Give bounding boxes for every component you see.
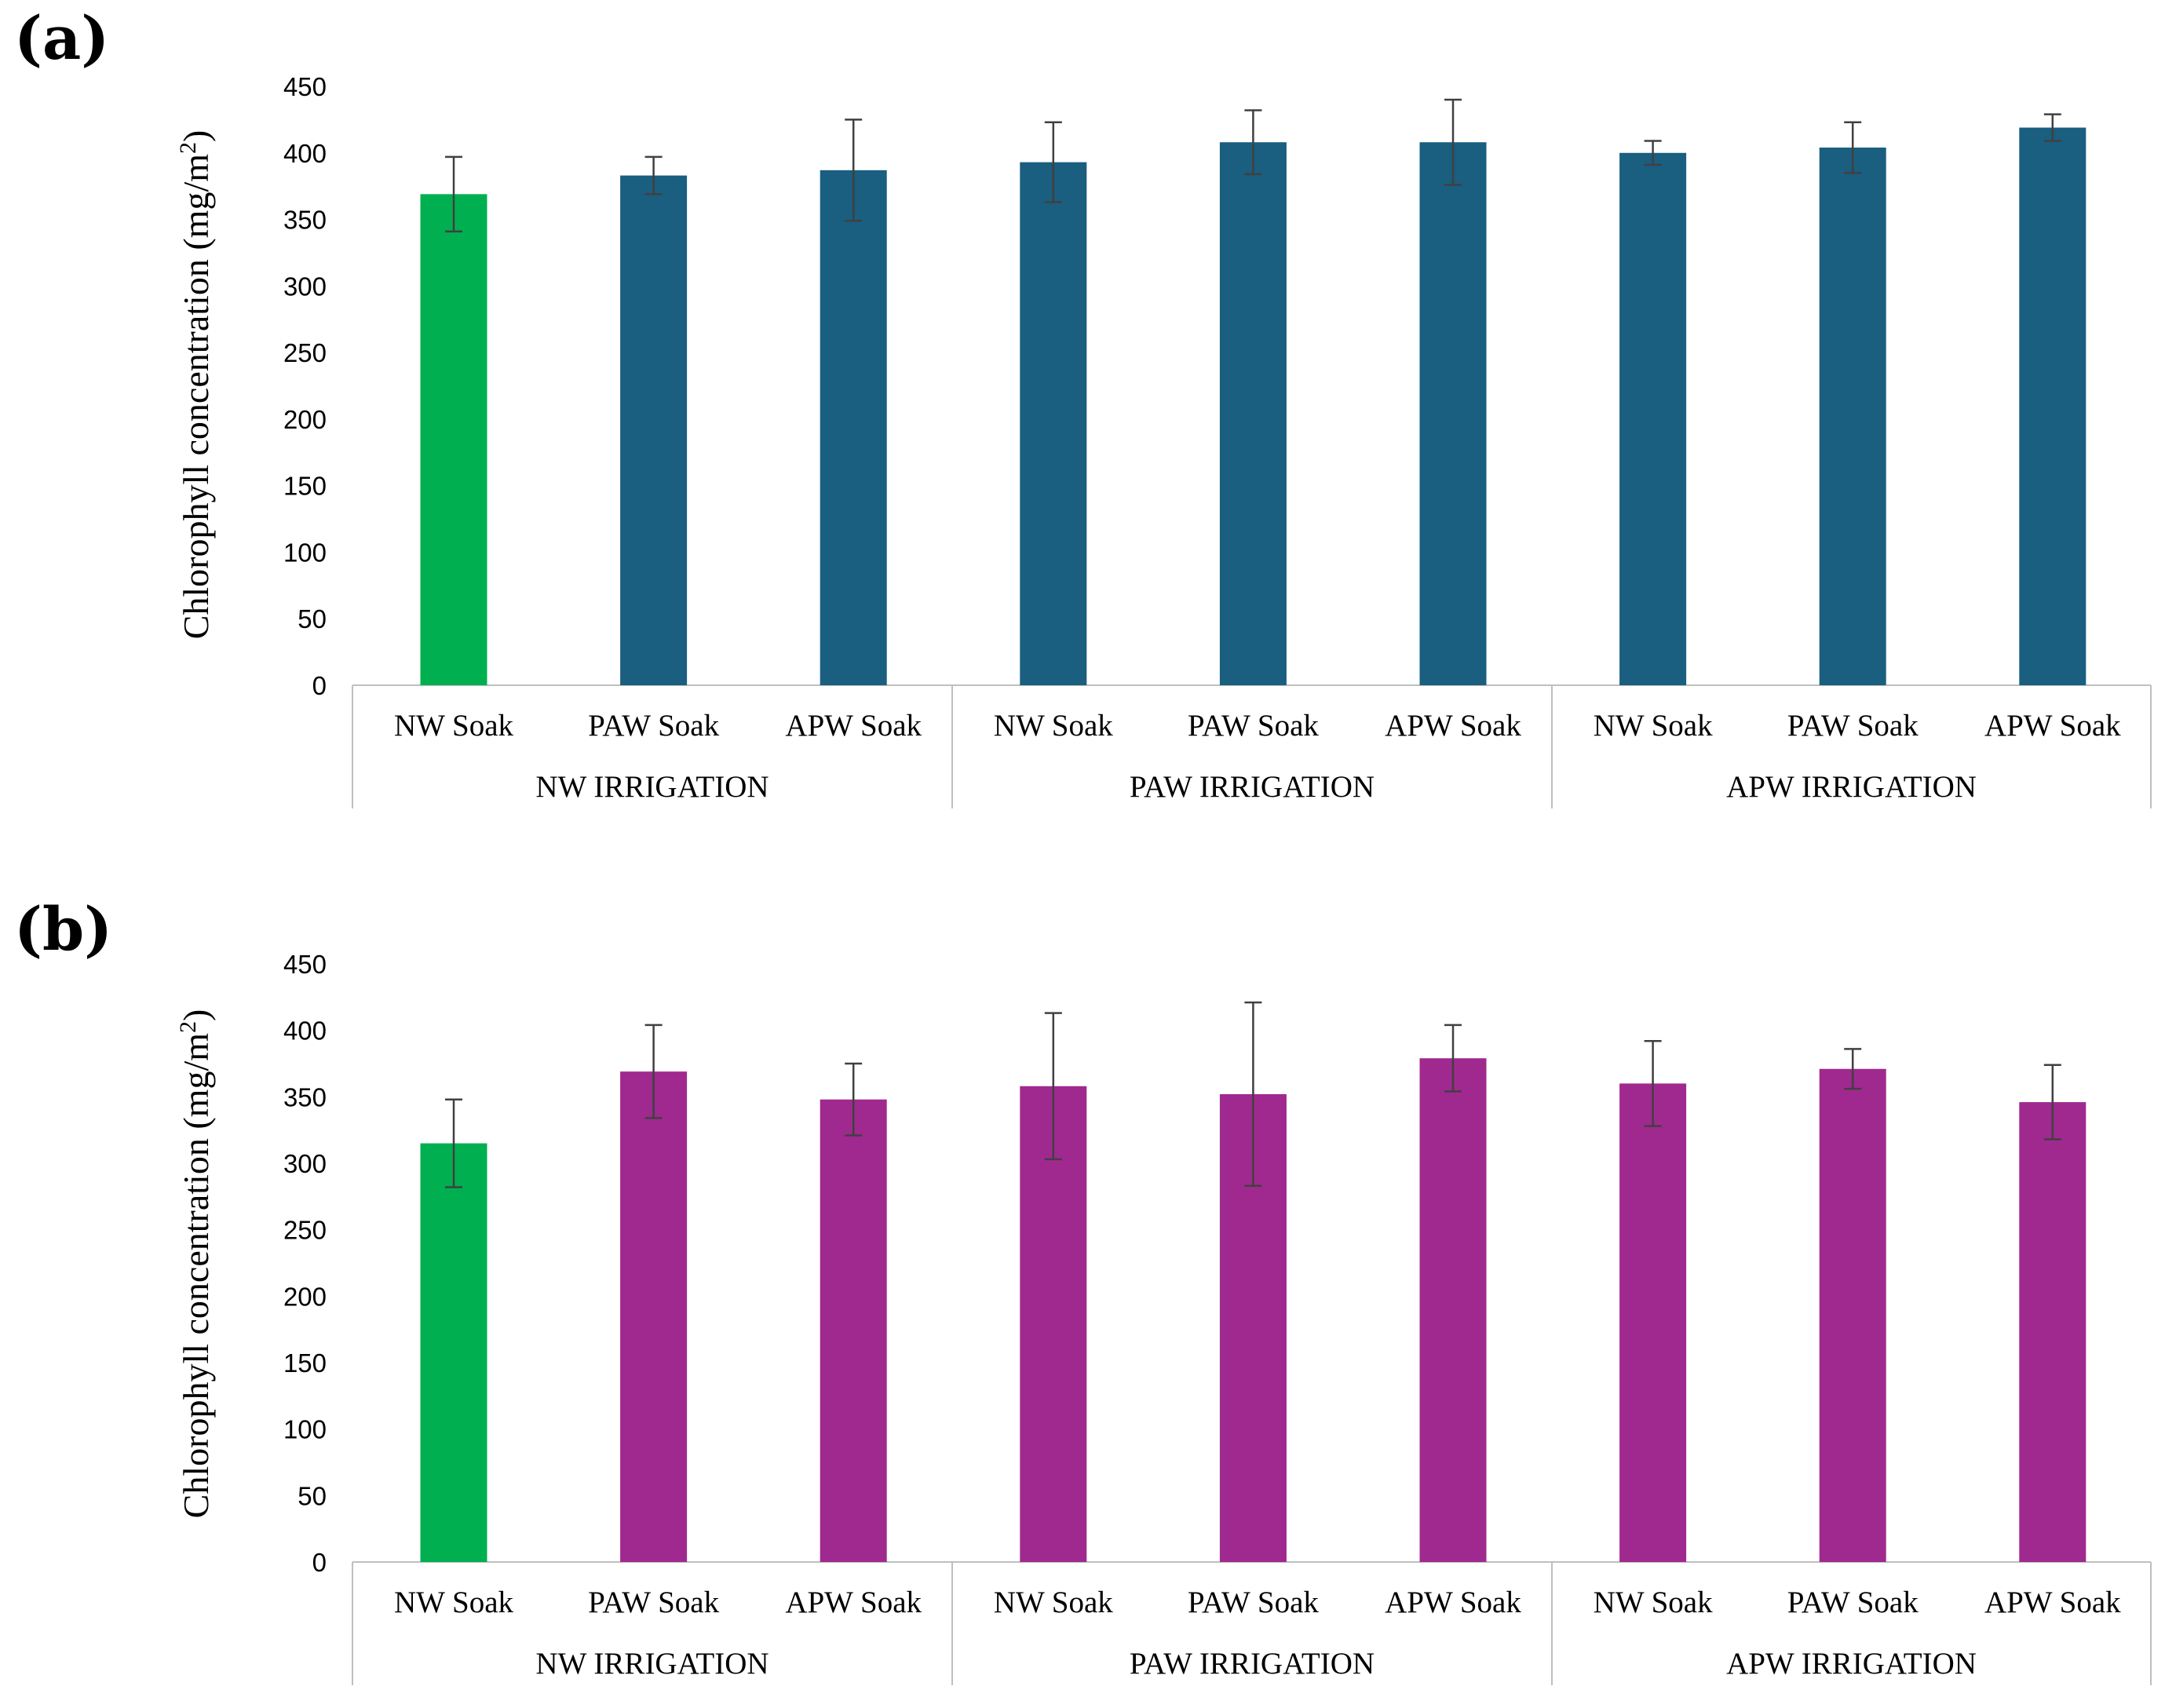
x-category-label: PAW Soak [1787, 1586, 1919, 1619]
x-category-label: APW Soak [1984, 1586, 2121, 1619]
y-tick-label: 200 [283, 1282, 327, 1311]
bar [1419, 142, 1487, 686]
x-group-label: PAW IRRIGATION [1130, 1647, 1375, 1681]
y-tick-label: 250 [283, 338, 327, 367]
y-tick-label: 150 [283, 1349, 327, 1378]
bar [1219, 142, 1287, 686]
x-group-label: NW IRRIGATION [535, 770, 769, 804]
x-category-label: NW Soak [994, 1586, 1114, 1619]
x-category-label: NW Soak [1594, 709, 1714, 743]
y-tick-label: 450 [283, 72, 327, 101]
chart-panel-a: (a) Chlorophyll concentration (mg/m2) 0 50 1… [14, 3, 2152, 808]
bar [1819, 147, 1886, 686]
y-tick-label: 350 [283, 206, 327, 235]
y-tick-label: 200 [283, 405, 327, 434]
bar [1419, 1058, 1487, 1562]
bar [1619, 1083, 1687, 1562]
y-tick-label: 150 [283, 472, 327, 501]
y-axis-label-superscript: 2 [175, 1021, 201, 1033]
y-tick-label: 400 [283, 139, 327, 168]
x-category-label: APW Soak [785, 709, 922, 743]
x-category-label: PAW Soak [1787, 709, 1919, 743]
y-tick-label: 100 [283, 538, 327, 567]
x-category-label: NW Soak [1594, 1586, 1714, 1619]
y-tick-label: 0 [312, 671, 327, 700]
bar [1020, 1086, 1087, 1562]
bar [2019, 127, 2087, 685]
x-category-label: APW Soak [1385, 1586, 1521, 1619]
x-category-label: NW Soak [394, 1586, 514, 1619]
y-tick-label: 400 [283, 1016, 327, 1046]
x-category-label: NW Soak [394, 709, 514, 743]
y-tick-label: 0 [312, 1548, 327, 1577]
x-group-label: NW IRRIGATION [535, 1647, 769, 1681]
y-tick-label: 100 [283, 1415, 327, 1444]
y-tick-label: 250 [283, 1216, 327, 1245]
y-tick-label: 50 [298, 604, 327, 633]
bar [620, 1071, 688, 1562]
y-axis-label-main: Chlorophyll concentration (mg/m [176, 1033, 216, 1519]
bar [2019, 1102, 2087, 1562]
bar [1819, 1068, 1886, 1562]
panel-label: (b) [14, 894, 112, 964]
x-category-label: APW Soak [1385, 709, 1521, 743]
y-tick-label: 300 [283, 272, 327, 301]
bar [420, 194, 487, 686]
bar [1619, 152, 1687, 685]
bar [620, 175, 688, 685]
y-axis-label-end: ) [176, 130, 216, 142]
y-axis-label: Chlorophyll concentration (mg/m2) [175, 130, 216, 640]
y-tick-label: 350 [283, 1082, 327, 1111]
bar [420, 1143, 487, 1562]
x-category-label: NW Soak [994, 709, 1114, 743]
bar [1020, 162, 1087, 685]
x-category-label: PAW Soak [1188, 709, 1320, 743]
x-category-label: PAW Soak [588, 1586, 720, 1619]
y-axis-label-end: ) [176, 1009, 216, 1021]
x-category-label: PAW Soak [588, 709, 720, 743]
y-tick-label: 50 [298, 1481, 327, 1510]
bar [820, 170, 887, 685]
chart-panel-b: (b) Chlorophyll concentration (mg/m2) 0 50 1… [14, 894, 2152, 1685]
x-group-label: PAW IRRIGATION [1130, 770, 1375, 804]
y-axis-label: Chlorophyll concentration (mg/m2) [175, 1009, 216, 1519]
x-category-label: APW Soak [1984, 709, 2121, 743]
y-tick-label: 300 [283, 1149, 327, 1178]
x-category-label: APW Soak [785, 1586, 922, 1619]
x-group-label: APW IRRIGATION [1726, 1647, 1977, 1681]
bar [820, 1099, 887, 1562]
x-group-label: APW IRRIGATION [1726, 770, 1977, 804]
x-category-label: PAW Soak [1188, 1586, 1320, 1619]
y-axis-label-main: Chlorophyll concentration (mg/m [176, 154, 216, 640]
panel-label: (a) [14, 3, 109, 73]
y-axis-label-superscript: 2 [175, 142, 201, 154]
y-tick-label: 450 [283, 950, 327, 979]
